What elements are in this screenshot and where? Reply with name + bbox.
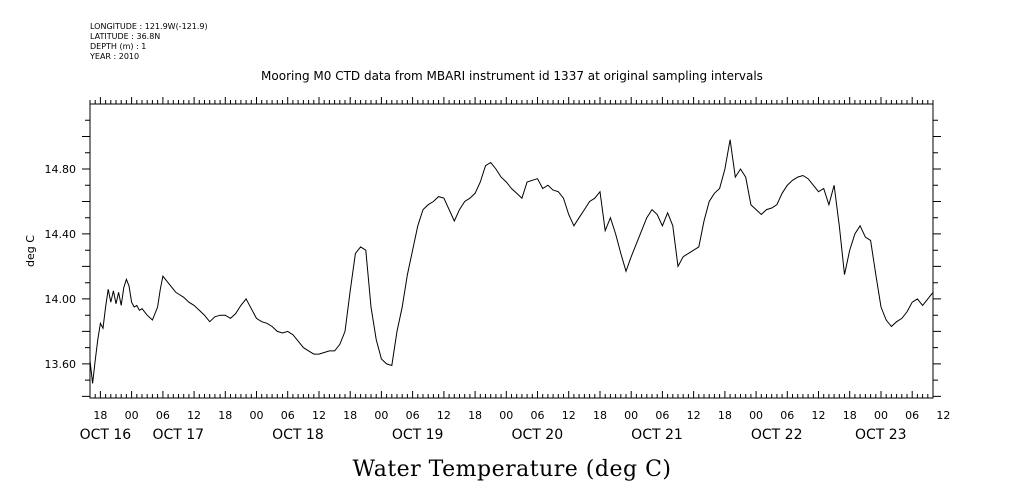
- x-day-label: OCT 21: [631, 427, 683, 443]
- x-hour-label: 06: [156, 409, 170, 422]
- x-hour-label: 00: [874, 409, 888, 422]
- x-hour-label: 00: [749, 409, 763, 422]
- x-hour-label: 06: [780, 409, 794, 422]
- x-hour-label: 12: [312, 409, 326, 422]
- x-day-label: OCT 23: [855, 427, 907, 443]
- chart-title: Mooring M0 CTD data from MBARI instrumen…: [261, 69, 763, 83]
- y-tick-label: 13.60: [45, 358, 77, 371]
- y-tick-label: 14.00: [45, 293, 77, 306]
- x-axis-label: Water Temperature (deg C): [353, 457, 672, 482]
- x-hour-label: 18: [718, 409, 732, 422]
- x-hour-label: 18: [468, 409, 482, 422]
- x-hour-label: 06: [905, 409, 919, 422]
- x-day-label: OCT 17: [152, 427, 204, 443]
- x-hour-label: 00: [250, 409, 264, 422]
- x-day-label: OCT 22: [751, 427, 803, 443]
- x-hour-label: 12: [812, 409, 826, 422]
- tick-marks: [82, 97, 941, 398]
- x-hour-label: 12: [936, 409, 950, 422]
- y-tick-labels: 13.60 14.00 14.40 14.80: [45, 163, 77, 371]
- x-hour-label: 06: [281, 409, 295, 422]
- x-hour-label: 18: [93, 409, 107, 422]
- x-hour-label: 12: [187, 409, 201, 422]
- x-hour-label: 06: [531, 409, 545, 422]
- x-hour-label: 00: [374, 409, 388, 422]
- x-hour-label: 12: [687, 409, 701, 422]
- latitude-label: LATITUDE : 36.8N: [90, 32, 161, 41]
- series-line-water-temperature: [89, 139, 934, 384]
- x-hour-label: 18: [843, 409, 857, 422]
- depth-label: DEPTH (m) : 1: [90, 42, 147, 51]
- year-label: YEAR : 2010: [90, 52, 140, 61]
- y-tick-label: 14.80: [45, 163, 77, 176]
- x-day-label: OCT 16: [80, 427, 132, 443]
- y-axis-label: deg C: [24, 235, 37, 267]
- x-hour-label: 18: [218, 409, 232, 422]
- x-hour-label: 12: [562, 409, 576, 422]
- x-day-label: OCT 18: [272, 427, 324, 443]
- x-hour-label: 12: [437, 409, 451, 422]
- x-hour-label: 00: [624, 409, 638, 422]
- x-hour-label: 06: [406, 409, 420, 422]
- x-day-labels: OCT 16 OCT 17 OCT 18 OCT 19 OCT 20 OCT 21 OCT …: [80, 427, 907, 443]
- axis-ticks: [82, 97, 941, 398]
- x-day-label: OCT 19: [392, 427, 444, 443]
- plot-frame: [89, 103, 934, 399]
- x-hour-labels: 18 00 06 12 18 00 06 12 18 00 06 12 18 00 06 12 18 00 06 12…: [93, 409, 950, 422]
- x-hour-label: 00: [125, 409, 139, 422]
- x-hour-label: 18: [343, 409, 357, 422]
- x-hour-label: 00: [499, 409, 513, 422]
- x-hour-label: 06: [655, 409, 669, 422]
- x-day-label: OCT 20: [512, 427, 564, 443]
- station-metadata: LONGITUDE : 121.9W(-121.9) LATITUDE : 36…: [90, 22, 208, 62]
- longitude-label: LONGITUDE : 121.9W(-121.9): [90, 22, 208, 31]
- x-hour-label: 18: [593, 409, 607, 422]
- y-tick-label: 14.40: [45, 228, 77, 241]
